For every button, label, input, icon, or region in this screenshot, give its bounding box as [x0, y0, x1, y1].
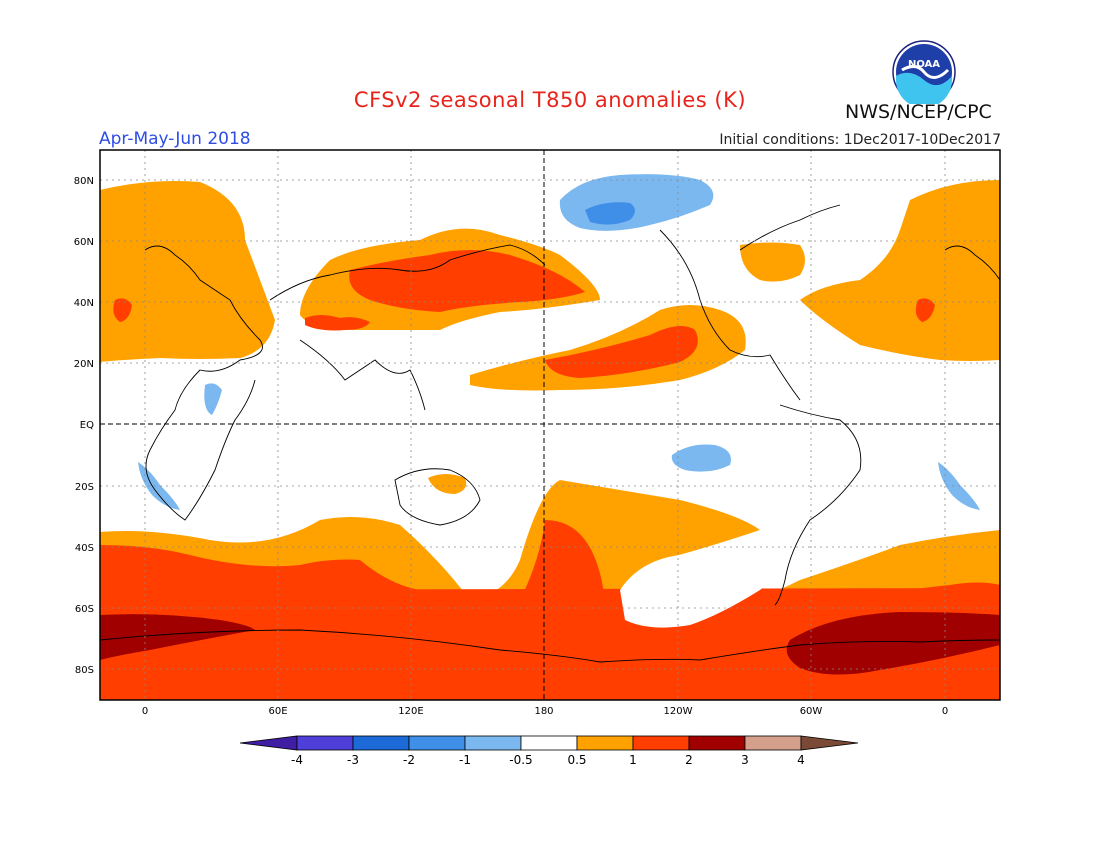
colorbar-label: 4: [797, 753, 805, 767]
colorbar-label: 1: [629, 753, 637, 767]
iberia-warm-mid-east: [915, 298, 935, 322]
north-america-warm: [740, 242, 805, 282]
colorbar-label: 2: [685, 753, 693, 767]
lat-label: 60S: [75, 604, 94, 615]
colorbar-segment: [632, 735, 690, 751]
iberia-warm-mid: [113, 298, 132, 322]
colorbar-label: -1: [459, 753, 471, 767]
east-pacific-warm-mid: [545, 326, 698, 378]
colorbar-label: -0.5: [509, 753, 532, 767]
logo-text: NOAA: [908, 59, 940, 70]
lon-label: 0: [142, 706, 148, 717]
southern-warm-band: [100, 588, 1000, 700]
lat-label: 80N: [74, 176, 94, 187]
southern-warm-dark-west: [100, 614, 255, 660]
north-pacific-warm-mid: [349, 250, 585, 312]
graticule: [100, 150, 1000, 700]
australia-warm: [428, 474, 467, 494]
lat-label: 80S: [75, 665, 94, 676]
lon-label: 60W: [800, 706, 823, 717]
lat-label: 20N: [74, 359, 94, 370]
colorbar-label: 3: [741, 753, 749, 767]
agency-label: NWS/NCEP/CPC: [845, 101, 992, 123]
map-frame: [99, 149, 1001, 701]
lon-label: 60E: [268, 706, 287, 717]
lat-label: 40N: [74, 298, 94, 309]
south-pacific-neutral: [620, 554, 770, 628]
colorbar-segment: [520, 735, 578, 751]
chart-title: CFSv2 seasonal T850 anomalies (K): [353, 88, 747, 112]
colorbar-label: -3: [347, 753, 359, 767]
colorbar: -4 -3 -2 -1 -0.5 0.5 1 2 3 4: [239, 735, 859, 767]
africa-cold: [204, 383, 222, 415]
colorbar-arrow-high: [800, 735, 859, 751]
tropical-pacific-cold: [671, 444, 731, 472]
colorbar-label: 0.5: [567, 753, 586, 767]
lon-label: 0: [942, 706, 948, 717]
europe-warm-east-edge: [800, 180, 1000, 361]
noaa-logo: NOAA: [892, 40, 956, 104]
lat-label: 40S: [75, 543, 94, 554]
colorbar-segment: [576, 735, 634, 751]
colorbar-segment: [744, 735, 802, 751]
colorbar-segment: [352, 735, 410, 751]
season-label: Apr-May-Jun 2018: [99, 129, 251, 149]
lat-label: 60N: [74, 237, 94, 248]
europe-warm: [100, 181, 275, 362]
colorbar-label: -2: [403, 753, 415, 767]
coastlines: [100, 204, 1000, 663]
colorbar-segment: [464, 735, 522, 751]
colorbar-arrow-low: [239, 735, 298, 751]
arctic-cold-mid: [585, 202, 635, 225]
lon-label: 180: [534, 706, 553, 717]
initial-conditions-label: Initial conditions: 1Dec2017-10Dec2017: [719, 132, 1001, 148]
lon-label: 120E: [398, 706, 423, 717]
lat-label: 20S: [75, 482, 94, 493]
asia-warm-spots: [305, 315, 370, 331]
south-atlantic-cold-west: [138, 462, 180, 510]
lat-label: EQ: [80, 420, 94, 431]
colorbar-segment: [296, 735, 354, 751]
colorbar-segment: [408, 735, 466, 751]
lon-label: 120W: [664, 706, 693, 717]
colorbar-segment: [688, 735, 746, 751]
southern-warm-dark-east: [786, 612, 1000, 675]
colorbar-label: -4: [291, 753, 303, 767]
